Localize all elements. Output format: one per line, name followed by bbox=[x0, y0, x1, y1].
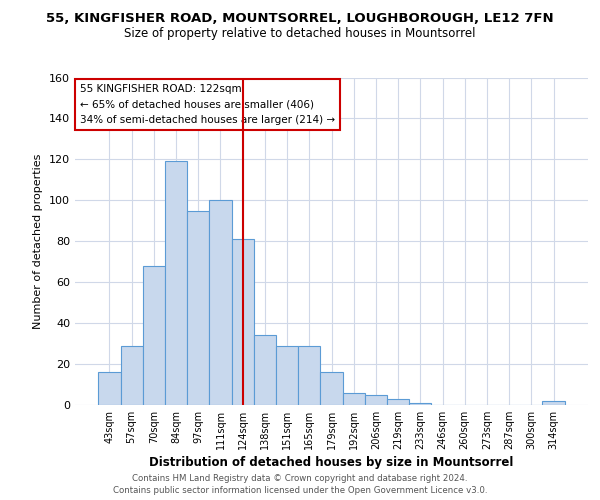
Bar bbox=[165, 162, 187, 405]
Bar bbox=[187, 210, 209, 405]
Bar bbox=[209, 200, 232, 405]
X-axis label: Distribution of detached houses by size in Mountsorrel: Distribution of detached houses by size … bbox=[149, 456, 514, 469]
Text: 55, KINGFISHER ROAD, MOUNTSORREL, LOUGHBOROUGH, LE12 7FN: 55, KINGFISHER ROAD, MOUNTSORREL, LOUGHB… bbox=[46, 12, 554, 26]
Text: Contains public sector information licensed under the Open Government Licence v3: Contains public sector information licen… bbox=[113, 486, 487, 495]
Y-axis label: Number of detached properties: Number of detached properties bbox=[34, 154, 43, 329]
Bar bbox=[343, 392, 365, 405]
Bar bbox=[276, 346, 298, 405]
Bar bbox=[387, 399, 409, 405]
Text: Size of property relative to detached houses in Mountsorrel: Size of property relative to detached ho… bbox=[124, 28, 476, 40]
Bar bbox=[254, 336, 276, 405]
Bar bbox=[143, 266, 165, 405]
Bar bbox=[298, 346, 320, 405]
Text: 55 KINGFISHER ROAD: 122sqm
← 65% of detached houses are smaller (406)
34% of sem: 55 KINGFISHER ROAD: 122sqm ← 65% of deta… bbox=[80, 84, 335, 125]
Bar bbox=[121, 346, 143, 405]
Bar bbox=[542, 401, 565, 405]
Bar bbox=[98, 372, 121, 405]
Bar bbox=[409, 403, 431, 405]
Text: Contains HM Land Registry data © Crown copyright and database right 2024.: Contains HM Land Registry data © Crown c… bbox=[132, 474, 468, 483]
Bar bbox=[232, 239, 254, 405]
Bar bbox=[320, 372, 343, 405]
Bar bbox=[365, 395, 387, 405]
